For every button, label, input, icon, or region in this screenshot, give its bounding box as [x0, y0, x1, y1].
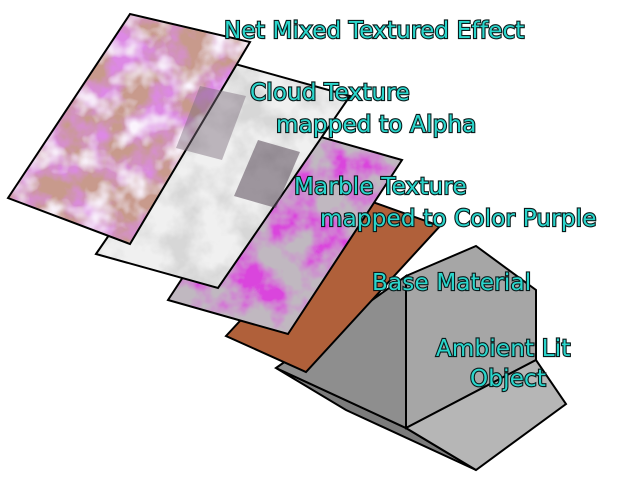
label-net-effect: Net Mixed Textured Effect [224, 18, 525, 44]
label-marble-texture: Marble Texture [294, 174, 467, 200]
label-base-material: Base Material [372, 270, 531, 296]
label-ambient-lit: Ambient Lit [436, 336, 571, 362]
label-cloud-texture: Cloud Texture [250, 80, 410, 106]
label-cloud-mapping: mapped to Alpha [276, 112, 477, 138]
label-marble-mapping: mapped to Color Purple [320, 206, 597, 232]
label-object: Object [470, 366, 546, 392]
